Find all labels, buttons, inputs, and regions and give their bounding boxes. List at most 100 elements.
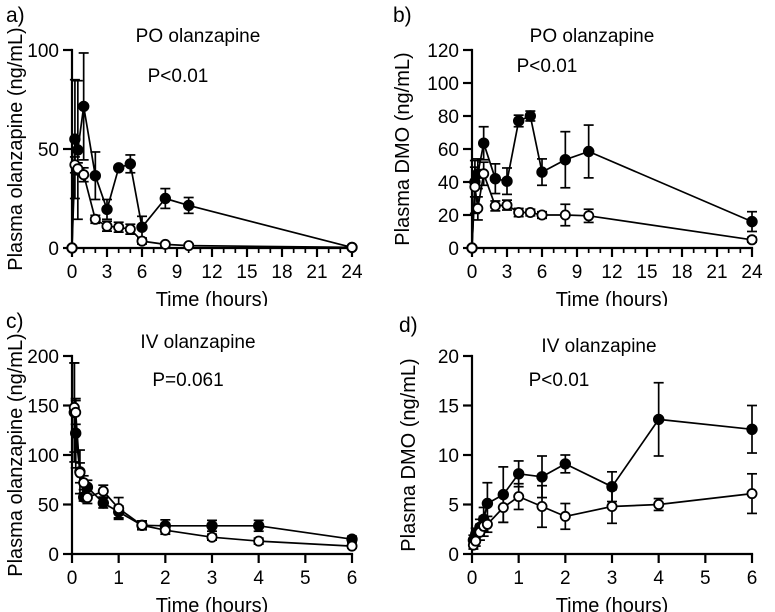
x-tick-label: 5: [700, 568, 711, 589]
x-tick-label: 18: [671, 262, 692, 283]
p-value-annotation: P<0.01: [529, 370, 590, 391]
x-tick-label: 4: [253, 568, 264, 589]
x-tick-label: 2: [160, 568, 171, 589]
y-tick-label: 120: [427, 41, 459, 62]
data-point-open-circle: [583, 210, 595, 222]
data-point-open-circle: [606, 500, 618, 512]
x-tick-label: 24: [341, 262, 363, 283]
x-tick-label: 2: [560, 568, 571, 589]
panel-letter: c): [6, 310, 24, 333]
x-tick-label: 12: [201, 262, 222, 283]
panel-c: c) IV olanzapine P=0.061 0 1 2 3 4 5 6 0 50 100 150 20…: [0, 306, 388, 612]
y-tick-label: 0: [48, 239, 59, 260]
x-tick-label: 18: [271, 262, 292, 283]
data-point-filled-circle: [97, 497, 110, 509]
data-point-open-circle: [253, 535, 265, 547]
panel-b: b) PO olanzapine P<0.01 0 3 6 9 12 15 18 21 24 0 20 40…: [387, 0, 775, 306]
data-point-open-circle: [124, 223, 136, 235]
chart-d: d) IV olanzapine P<0.01 0 1 2 3 4 5 6 0 5 10 15 20 Time…: [398, 314, 758, 612]
panel-letter: b): [393, 4, 412, 27]
data-point-filled-circle: [159, 192, 172, 205]
data-point-filled-circle: [112, 162, 125, 174]
data-point-filled-circle: [136, 221, 148, 233]
data-point-open-circle: [101, 220, 113, 232]
data-point-filled-circle: [536, 166, 548, 178]
data-point-open-circle: [74, 467, 86, 479]
data-point-filled-circle: [77, 100, 90, 113]
data-point-filled-circle: [206, 520, 218, 532]
x-tick-label: 12: [601, 262, 622, 283]
y-tick-label: 0: [48, 545, 59, 566]
x-tick-label: 6: [137, 262, 148, 283]
y-axis-title: Plasma olanzapine (ng/mL): [5, 27, 27, 270]
x-axis-title: Time (hours): [156, 595, 269, 612]
x-tick-label: 3: [607, 568, 618, 589]
data-point-open-circle: [136, 235, 148, 247]
y-tick-label: 10: [438, 446, 459, 467]
x-tick-label: 6: [747, 568, 758, 589]
y-tick-label: 15: [438, 397, 459, 418]
x-tick-label: 15: [636, 262, 657, 283]
data-point-filled-circle: [182, 199, 195, 212]
data-point-open-circle: [513, 206, 525, 218]
y-axis-title: Plasma olanzapine (ng/mL): [5, 333, 27, 576]
panel-letter: d): [399, 314, 418, 337]
data-point-filled-circle: [746, 423, 758, 436]
data-point-open-circle: [346, 241, 358, 253]
data-point-open-circle: [136, 519, 148, 531]
x-tick-label: 4: [653, 568, 664, 589]
x-axis-title: Time (hours): [156, 289, 269, 306]
y-tick-label: 60: [438, 140, 459, 161]
data-point-filled-circle: [653, 413, 665, 426]
x-tick-label: 9: [172, 262, 183, 283]
panel-title: IV olanzapine: [541, 336, 656, 357]
y-tick-label: 50: [38, 140, 59, 161]
data-point-filled-circle: [481, 497, 494, 510]
panel-title: IV olanzapine: [140, 332, 255, 353]
x-tick-label: 21: [706, 262, 727, 283]
y-tick-label: 0: [448, 239, 459, 260]
data-point-open-circle: [159, 238, 171, 250]
data-point-open-circle: [206, 531, 218, 543]
y-tick-label: 80: [438, 107, 459, 128]
data-point-filled-circle: [72, 144, 84, 156]
data-point-filled-circle: [559, 458, 572, 470]
x-tick-label: 15: [236, 262, 257, 283]
data-point-open-circle: [159, 524, 171, 536]
data-point-filled-circle: [124, 158, 137, 170]
chart-a: a) PO olanzapine P<0.01 0 3 6 9 12 15 18 21 24 0 50 10…: [5, 4, 363, 306]
series-line-open-circle: [71, 163, 353, 249]
data-point-filled-circle: [101, 203, 113, 216]
panel-title: PO olanzapine: [136, 26, 261, 47]
data-point-open-circle: [481, 518, 493, 530]
data-point-open-circle: [536, 500, 548, 512]
data-point-filled-circle: [524, 110, 537, 122]
data-point-open-circle: [489, 200, 501, 212]
data-point-open-circle: [653, 498, 665, 510]
data-point-filled-circle: [559, 153, 572, 166]
y-tick-label: 20: [438, 347, 459, 368]
p-value-annotation: P=0.061: [152, 370, 223, 391]
x-tick-label: 6: [537, 262, 548, 283]
panel-title: PO olanzapine: [530, 26, 655, 47]
data-point-filled-circle: [69, 427, 82, 439]
data-point-open-circle: [89, 213, 101, 225]
data-point-open-circle: [113, 502, 125, 514]
data-point-open-circle: [513, 491, 525, 503]
y-tick-label: 20: [438, 206, 459, 227]
panel-d: d) IV olanzapine P<0.01 0 1 2 3 4 5 6 0 5 10 15 20 Time…: [387, 306, 775, 612]
data-point-open-circle: [524, 206, 536, 218]
data-point-filled-circle: [512, 115, 525, 127]
y-tick-label: 0: [448, 545, 459, 566]
data-point-open-circle: [746, 488, 758, 500]
x-tick-label: 3: [207, 568, 218, 589]
data-point-open-circle: [346, 540, 358, 552]
x-tick-label: 0: [467, 568, 478, 589]
x-tick-label: 0: [467, 262, 478, 283]
data-point-open-circle: [183, 240, 195, 252]
y-tick-label: 100: [427, 74, 459, 95]
data-point-filled-circle: [536, 471, 548, 483]
y-axis-title: Plasma DMO (ng/mL): [398, 358, 420, 551]
data-point-open-circle: [469, 181, 481, 193]
